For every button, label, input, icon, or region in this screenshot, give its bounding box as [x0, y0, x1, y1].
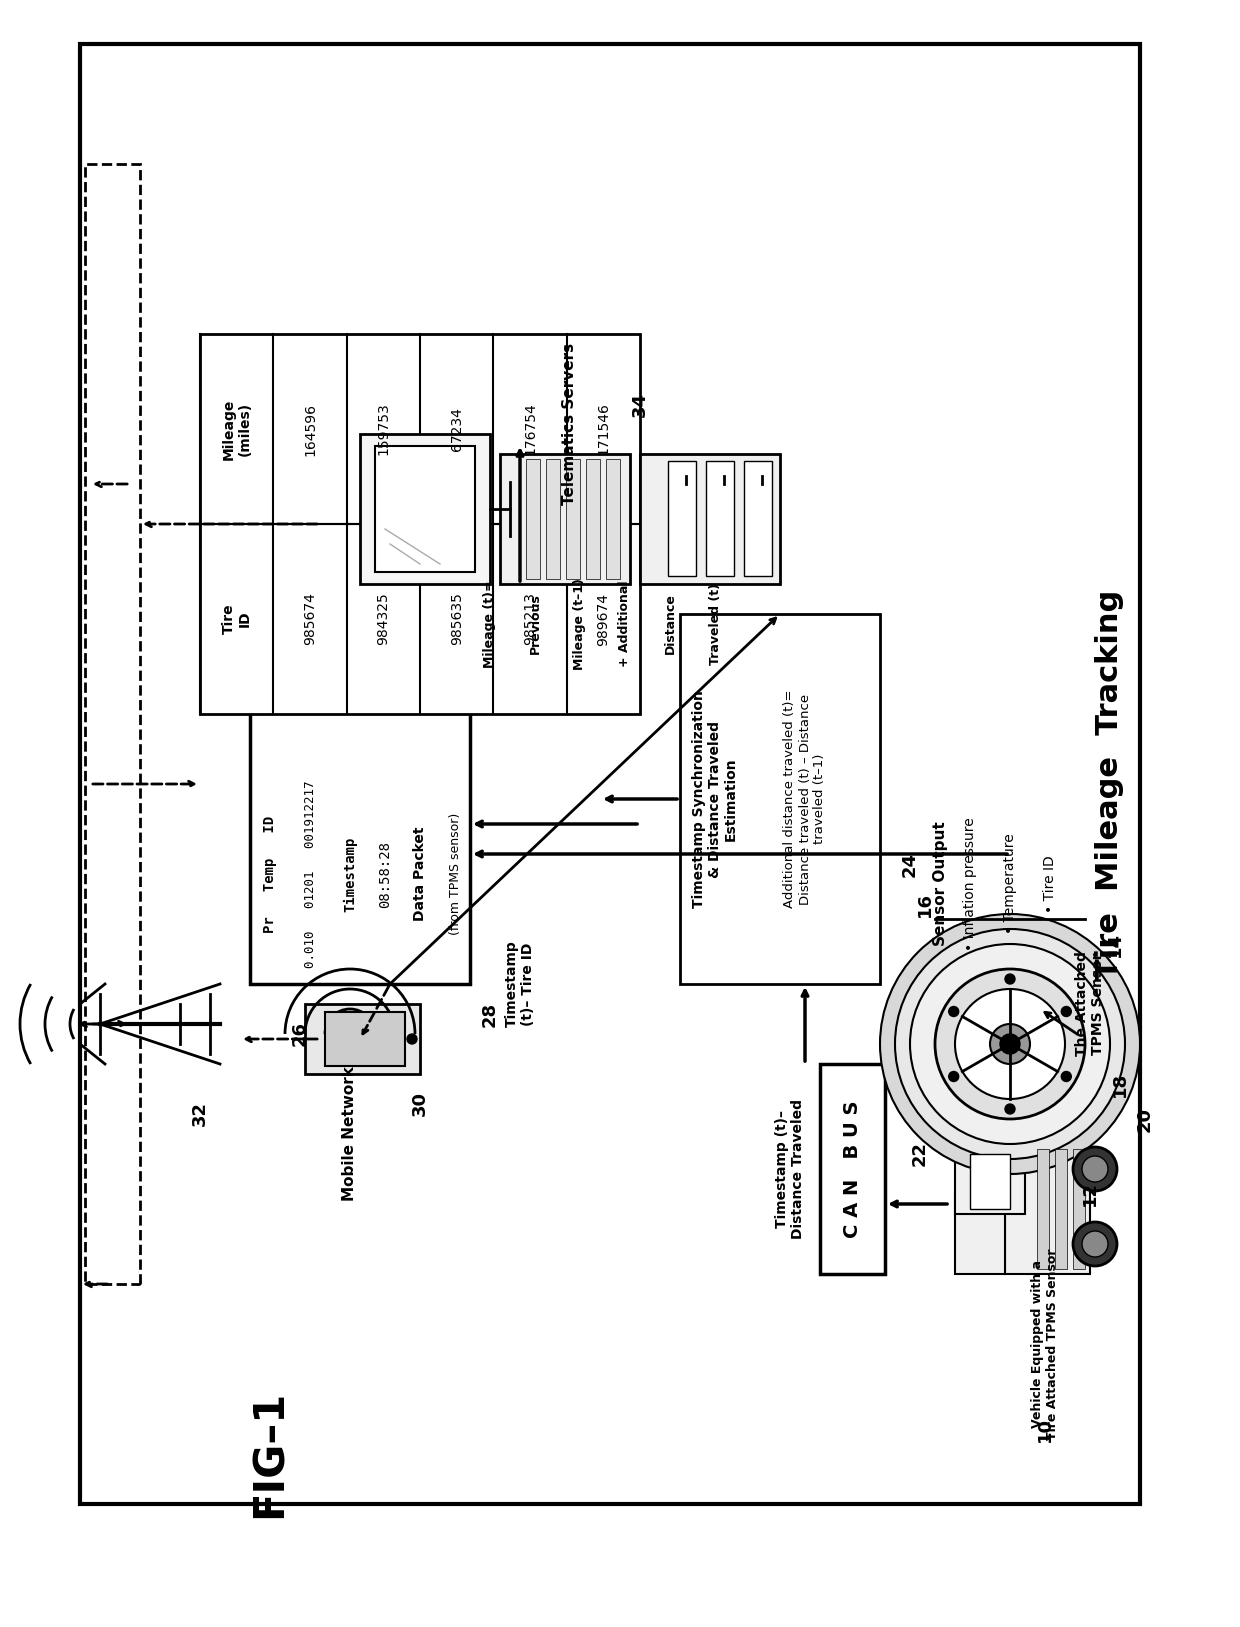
Text: 985635: 985635: [450, 592, 464, 646]
Text: 14: 14: [1106, 932, 1123, 957]
Text: 24: 24: [901, 851, 919, 877]
Polygon shape: [744, 460, 773, 576]
Text: + Additional: + Additional: [619, 581, 631, 667]
Circle shape: [1073, 1222, 1117, 1266]
Circle shape: [935, 970, 1085, 1119]
Polygon shape: [374, 446, 475, 573]
Text: 34: 34: [631, 392, 649, 417]
Text: Distance: Distance: [663, 594, 677, 654]
Polygon shape: [820, 1064, 885, 1274]
Polygon shape: [680, 613, 880, 984]
Polygon shape: [546, 459, 560, 579]
Polygon shape: [606, 459, 620, 579]
Text: Telematics Servers: Telematics Servers: [563, 343, 578, 504]
Text: Mileage
(miles): Mileage (miles): [222, 399, 252, 460]
Circle shape: [955, 989, 1065, 1098]
Text: Previous: Previous: [528, 594, 542, 654]
Polygon shape: [305, 1004, 420, 1074]
Text: Additional distance traveled (t)=
Distance traveled (t) – Distance
traveled (t–1: Additional distance traveled (t)= Distan…: [784, 690, 827, 908]
Text: 171546: 171546: [596, 402, 610, 456]
Text: Traveled (t): Traveled (t): [708, 582, 722, 665]
Circle shape: [407, 1035, 417, 1045]
Polygon shape: [360, 434, 490, 584]
Text: (from TPMS sensor): (from TPMS sensor): [449, 814, 461, 936]
Text: 12: 12: [1081, 1181, 1099, 1207]
Text: Sensor Output: Sensor Output: [932, 822, 947, 947]
Circle shape: [1004, 1105, 1016, 1114]
Polygon shape: [587, 459, 600, 579]
Text: 10: 10: [1035, 1417, 1054, 1442]
Text: Timestamp: Timestamp: [343, 836, 357, 911]
Polygon shape: [1073, 1149, 1085, 1269]
Text: • Temperature: • Temperature: [1003, 833, 1017, 934]
Polygon shape: [970, 1154, 1011, 1209]
Polygon shape: [1037, 1149, 1049, 1269]
Text: Timestamp (t)–
Distance Traveled: Timestamp (t)– Distance Traveled: [775, 1098, 805, 1240]
Text: • Inflation pressure: • Inflation pressure: [963, 817, 977, 950]
Text: Mobile Network: Mobile Network: [342, 1067, 357, 1201]
Text: FIG–1: FIG–1: [249, 1389, 291, 1518]
Circle shape: [1004, 975, 1016, 984]
Text: 28: 28: [481, 1002, 498, 1027]
Text: 0.010   01201   001912217: 0.010 01201 001912217: [304, 781, 316, 968]
Polygon shape: [1055, 1149, 1066, 1269]
Circle shape: [1083, 1157, 1109, 1181]
Text: 984325: 984325: [376, 592, 391, 646]
Polygon shape: [81, 44, 1140, 1503]
Text: 985674: 985674: [303, 592, 317, 646]
Polygon shape: [1004, 1144, 1090, 1274]
Polygon shape: [250, 664, 470, 984]
Polygon shape: [500, 454, 630, 584]
Text: 08:58:28: 08:58:28: [378, 841, 392, 908]
Circle shape: [990, 1023, 1030, 1064]
Text: Vehicle Equipped with a
Tire Attached TPMS Sensor: Vehicle Equipped with a Tire Attached TP…: [1030, 1248, 1059, 1440]
Polygon shape: [706, 460, 734, 576]
Text: 26: 26: [291, 1022, 309, 1046]
Text: Timestamp Synchronization
& Distance Traveled
Estimation: Timestamp Synchronization & Distance Tra…: [692, 690, 738, 908]
Text: 985213: 985213: [523, 592, 537, 646]
Circle shape: [949, 1007, 959, 1017]
Text: • Tire ID: • Tire ID: [1043, 856, 1056, 913]
Text: Mileage (t)=: Mileage (t)=: [484, 581, 496, 667]
Circle shape: [910, 944, 1110, 1144]
Text: 159753: 159753: [376, 402, 391, 456]
Circle shape: [1073, 1147, 1117, 1191]
Polygon shape: [565, 459, 580, 579]
Text: Pr   Temp   ID: Pr Temp ID: [263, 815, 277, 932]
Text: 30: 30: [410, 1092, 429, 1116]
Circle shape: [880, 914, 1140, 1175]
Text: 22: 22: [911, 1142, 929, 1167]
Text: Timestamp
(t)– Tire ID: Timestamp (t)– Tire ID: [505, 940, 536, 1027]
Text: Tire
ID: Tire ID: [222, 604, 252, 635]
Text: C A N   B U S: C A N B U S: [842, 1100, 862, 1238]
Text: The Attached
TPMS Sensor: The Attached TPMS Sensor: [1075, 952, 1105, 1056]
Text: 164596: 164596: [303, 402, 317, 456]
Text: 16: 16: [916, 892, 934, 916]
Text: 32: 32: [191, 1101, 210, 1126]
Text: 67234: 67234: [450, 407, 464, 451]
Polygon shape: [86, 164, 140, 1284]
Circle shape: [1061, 1007, 1071, 1017]
Text: 20: 20: [1136, 1106, 1154, 1131]
Circle shape: [1061, 1072, 1071, 1082]
Text: Data Packet: Data Packet: [413, 827, 427, 921]
Polygon shape: [640, 454, 780, 584]
Circle shape: [895, 929, 1125, 1158]
Text: 18: 18: [1111, 1072, 1128, 1097]
Text: Mileage (t–1): Mileage (t–1): [573, 578, 587, 670]
Polygon shape: [668, 460, 696, 576]
Circle shape: [1083, 1232, 1109, 1258]
Circle shape: [999, 1035, 1021, 1054]
Circle shape: [949, 1072, 959, 1082]
Text: Tire  Mileage  Tracking: Tire Mileage Tracking: [1095, 589, 1125, 978]
Polygon shape: [955, 1194, 1004, 1274]
Text: 176754: 176754: [523, 402, 537, 456]
Polygon shape: [526, 459, 539, 579]
Text: 989674: 989674: [596, 592, 610, 646]
Polygon shape: [955, 1144, 1025, 1214]
Polygon shape: [200, 334, 640, 714]
Polygon shape: [325, 1012, 405, 1066]
